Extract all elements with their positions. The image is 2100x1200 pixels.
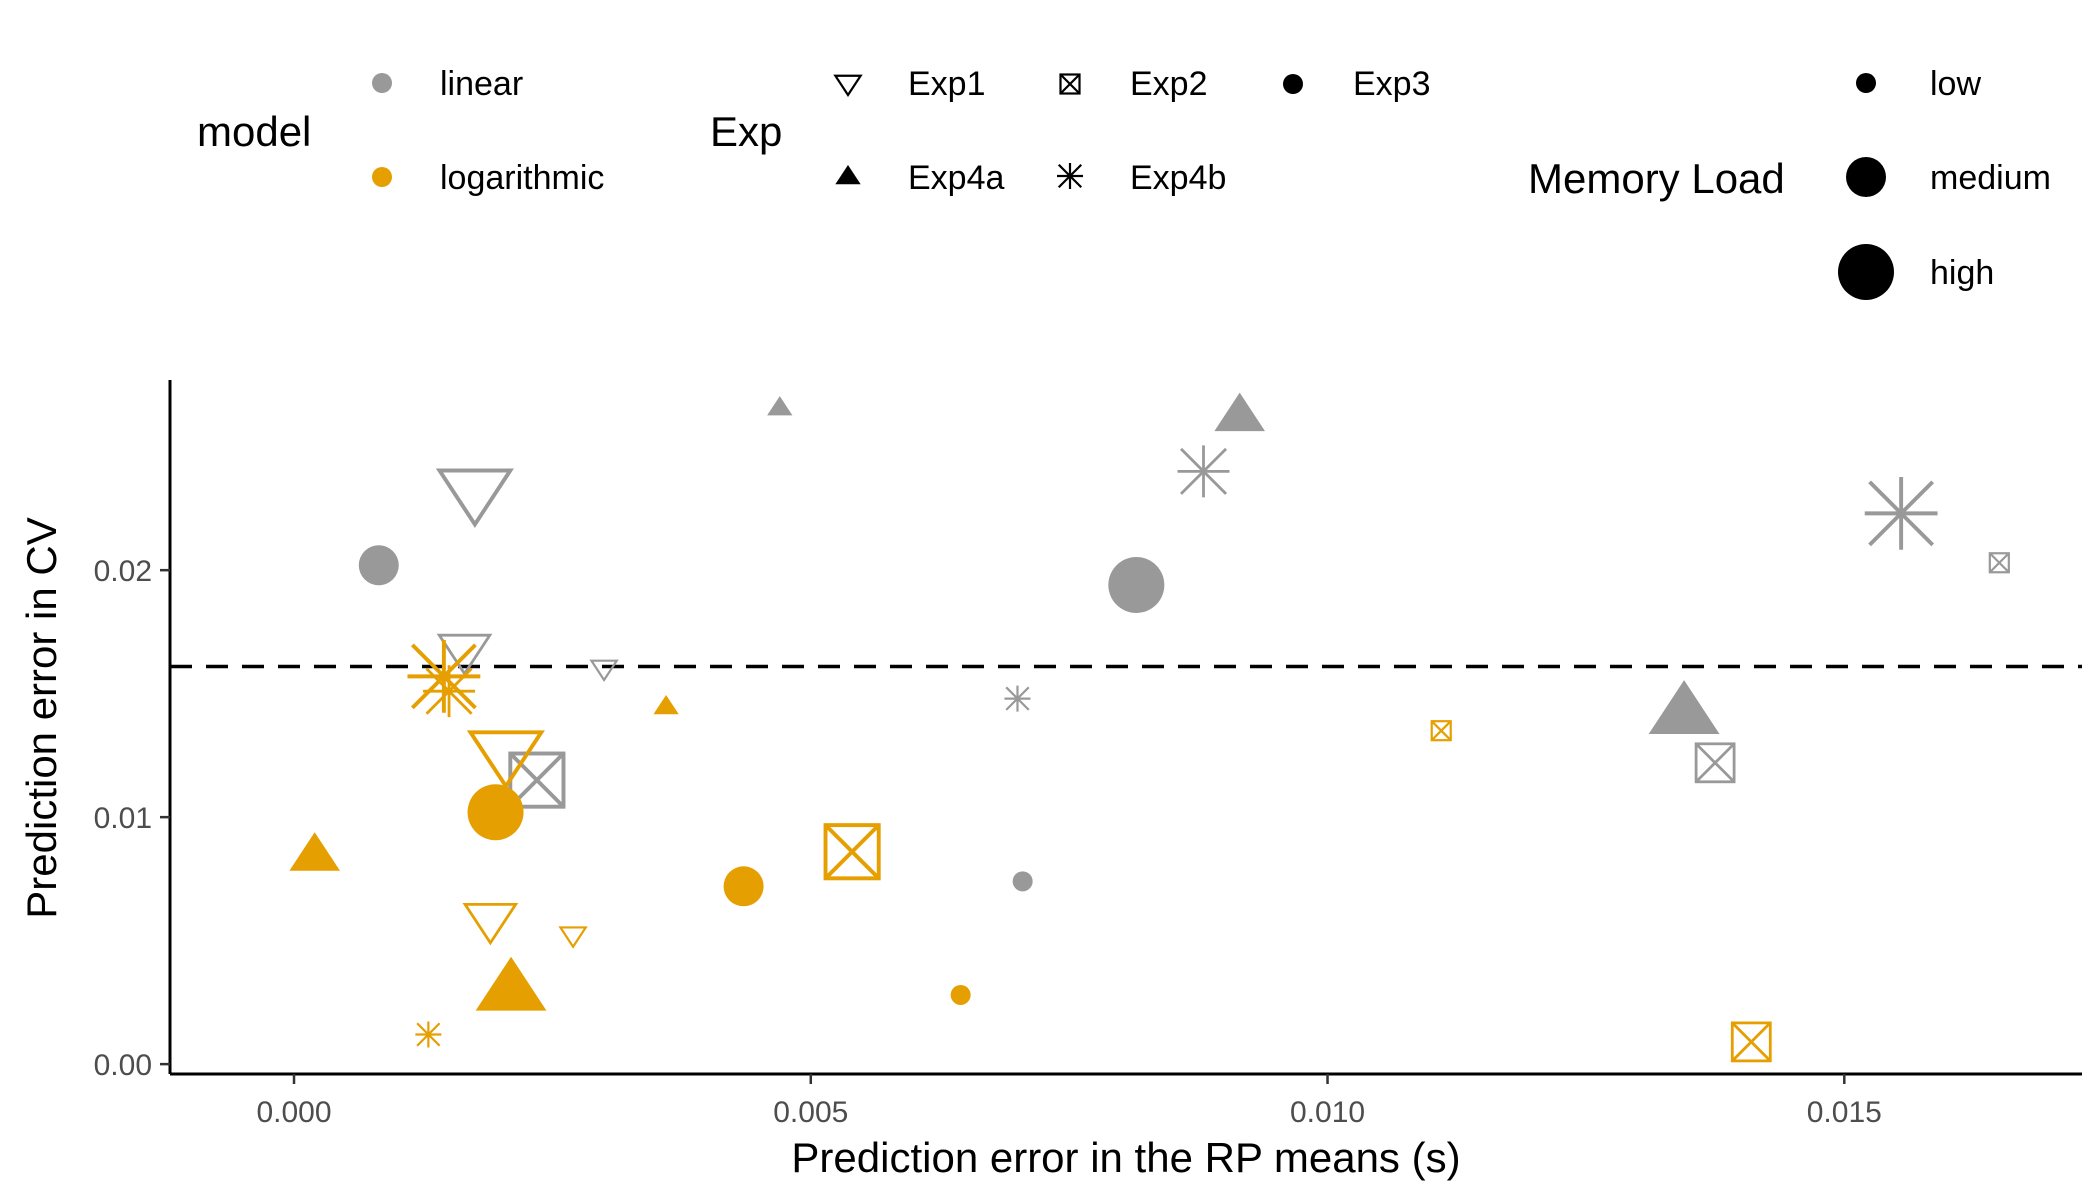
legend-key-exp4a [835,165,861,185]
point-linear-exp4a-low [767,396,793,416]
point-logarithmic-exp4a-low [653,695,679,715]
point-linear-exp3-low [1012,871,1033,892]
legend-label-low: low [1930,65,1981,103]
legend-label-medium: medium [1930,159,2051,197]
model-legend-title: model [197,108,311,155]
legend-label-logarithmic: logarithmic [440,159,604,197]
point-logarithmic-exp4b-low [415,1021,442,1048]
point-linear-exp3-high [1108,556,1165,613]
legend-key-low [1856,73,1876,93]
memory-load-legend-title: Memory Load [1528,155,1785,202]
legend-label-high: high [1930,254,1994,292]
exp-legend-keys [833,73,1303,189]
legend-key-medium [1846,157,1886,197]
x-axis-title: Prediction error in the RP means (s) [791,1134,1460,1181]
y-axis-title: Prediction error in CV [18,517,65,918]
point-logarithmic-exp4b-medium [423,665,476,718]
model-legend-keys [372,73,392,187]
memory-load-legend: Memory Load low medium high [1528,65,2051,300]
point-logarithmic-exp1-medium [462,902,519,946]
y-tick-label: 0.02 [94,555,152,588]
point-linear-exp2-medium [1694,742,1736,784]
legend-label-exp4a: Exp4a [908,159,1004,197]
legend-key-exp1 [833,74,863,98]
exp-legend: Exp Exp1 Exp2 Exp3 Exp4a Exp4b [710,65,1431,197]
y-axis-ticks: 0.00 0.01 0.02 [94,555,170,1082]
point-logarithmic-exp3-high [467,784,524,841]
point-logarithmic-exp2-high [823,823,881,881]
legend-label-exp3: Exp3 [1353,65,1431,103]
point-linear-exp1-low [589,659,619,682]
point-linear-exp1-high [435,468,514,528]
point-logarithmic-exp2-low [1430,720,1452,742]
point-logarithmic-exp4a-high [475,956,547,1011]
point-logarithmic-exp3-low [950,984,971,1005]
legend-key-high [1838,244,1894,300]
legend-label-exp2: Exp2 [1130,65,1208,103]
point-linear-exp1-medium [436,633,493,677]
legend-key-logarithmic [372,167,392,187]
point-linear-exp4a-high [1648,680,1720,735]
legend-key-exp4b [1057,163,1083,189]
point-logarithmic-exp3-medium [723,866,764,907]
point-logarithmic-exp4a-medium [289,832,340,871]
y-tick-label: 0.01 [94,802,152,835]
legend-area: model linear logarithmic Exp Exp1 Exp2 E… [197,65,2051,300]
x-tick-label: 0.010 [1290,1096,1365,1129]
y-tick-label: 0.00 [94,1049,152,1082]
legend-key-exp2 [1059,73,1081,95]
model-legend: model linear logarithmic [197,65,604,197]
point-linear-exp3-medium [358,545,399,586]
point-linear-exp4b-low [1004,685,1031,712]
x-tick-label: 0.005 [773,1096,848,1129]
legend-key-exp3 [1283,74,1303,94]
point-linear-exp4a-medium [1214,392,1265,432]
exp-legend-title: Exp [710,108,782,155]
data-points [289,392,2010,1063]
legend-label-exp1: Exp1 [908,65,986,103]
point-linear-exp4b-high [1864,476,1938,550]
point-logarithmic-exp1-low [558,926,588,949]
point-linear-exp4b-medium [1177,445,1230,498]
memory-load-legend-keys [1838,73,1894,300]
plot-panel: 0.000 0.005 0.010 0.015 0.00 0.01 0.02 [94,380,2082,1129]
point-linear-exp2-low [1988,552,2010,574]
x-tick-label: 0.015 [1807,1096,1882,1129]
point-logarithmic-exp1-high [466,730,545,790]
point-logarithmic-exp2-medium [1730,1021,1772,1063]
legend-label-exp4b: Exp4b [1130,159,1226,197]
legend-label-linear: linear [440,65,523,103]
x-tick-label: 0.000 [256,1096,331,1129]
x-axis-ticks: 0.000 0.005 0.010 0.015 [256,1074,1882,1129]
point-logarithmic-exp4b-high [407,639,481,713]
legend-key-linear [372,73,392,93]
